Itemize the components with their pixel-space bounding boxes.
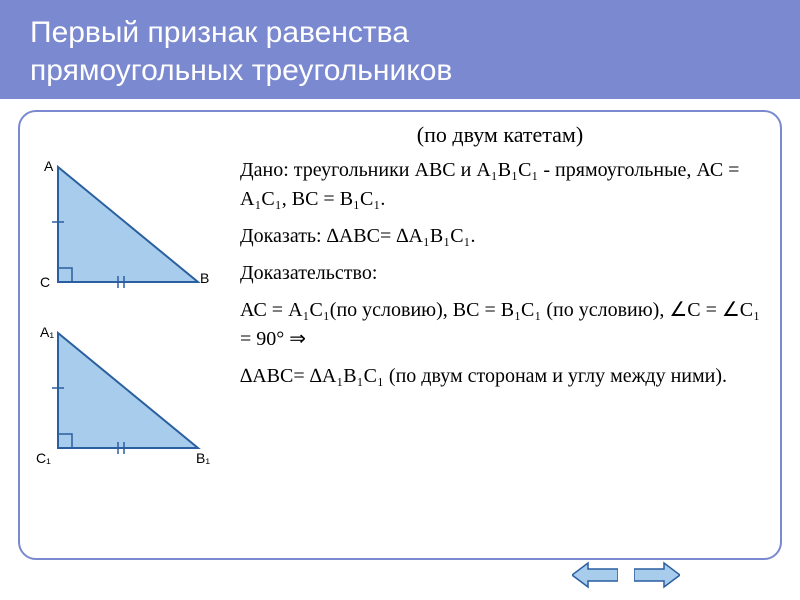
label-A: А xyxy=(44,158,53,174)
label-A1: А₁ xyxy=(40,324,54,340)
arrow-right-icon xyxy=(634,561,680,589)
label-B1: В₁ xyxy=(196,450,210,466)
proof-label: Доказательство: xyxy=(240,259,762,288)
label-C: С xyxy=(40,274,50,290)
title-line-2: прямоугольных треугольников xyxy=(30,52,770,90)
triangle-2-svg xyxy=(38,328,218,478)
given-text: Дано: треугольники АВС и А₁В₁С₁ - прямоу… xyxy=(240,156,762,214)
content-frame: (по двум катетам) А С В xyxy=(18,110,782,560)
title-line-1: Первый признак равенства xyxy=(30,14,770,52)
diagram-column: А С В А₁ С₁ В₁ xyxy=(38,156,228,494)
label-B: В xyxy=(200,270,209,286)
triangle-2: А₁ С₁ В₁ xyxy=(38,328,218,478)
slide-header: Первый признак равенства прямоугольных т… xyxy=(0,0,800,99)
subtitle: (по двум катетам) xyxy=(238,122,762,148)
next-arrow-button[interactable] xyxy=(634,561,680,594)
arrow-left-icon xyxy=(572,561,618,589)
proof-step-1: АС = А₁С₁(по условию), ВС = В₁С₁ (по усл… xyxy=(240,296,762,354)
proof-step-2: ∆АВС= ∆А₁В₁С₁ (по двум сторонам и углу м… xyxy=(240,362,762,391)
nav-arrows xyxy=(572,561,680,594)
to-prove-text: Доказать: ∆АВС= ∆А₁В₁С₁. xyxy=(240,222,762,251)
triangle-1: А С В xyxy=(38,162,218,312)
body-row: А С В А₁ С₁ В₁ Дано: треугольники АВС и … xyxy=(38,156,762,494)
label-C1: С₁ xyxy=(36,450,51,466)
proof-text: Дано: треугольники АВС и А₁В₁С₁ - прямоу… xyxy=(240,156,762,494)
triangle-1-svg xyxy=(38,162,218,312)
prev-arrow-button[interactable] xyxy=(572,561,618,594)
